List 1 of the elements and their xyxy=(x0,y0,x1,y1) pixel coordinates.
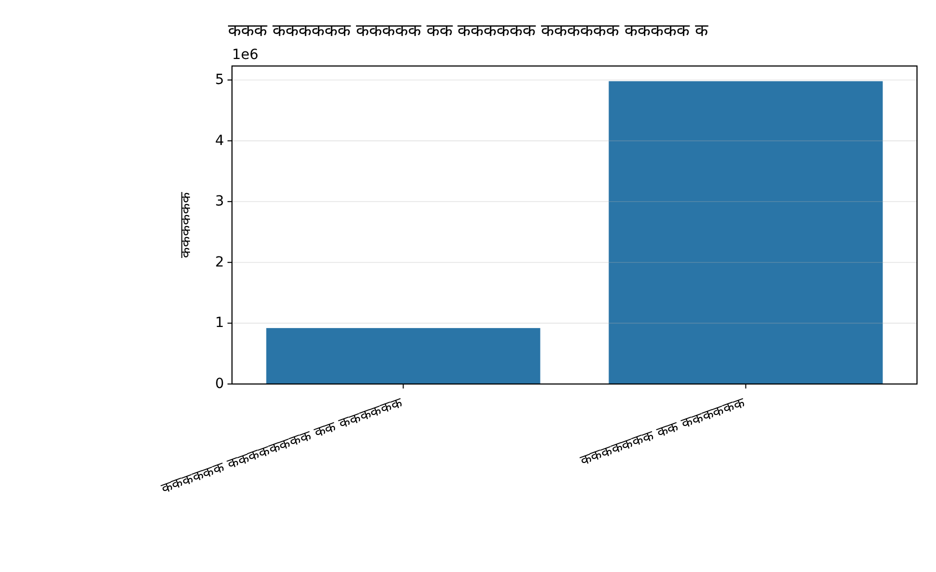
title: ककक कककककक ककककक कक कककककक कककककक ककककक क xyxy=(228,21,708,41)
